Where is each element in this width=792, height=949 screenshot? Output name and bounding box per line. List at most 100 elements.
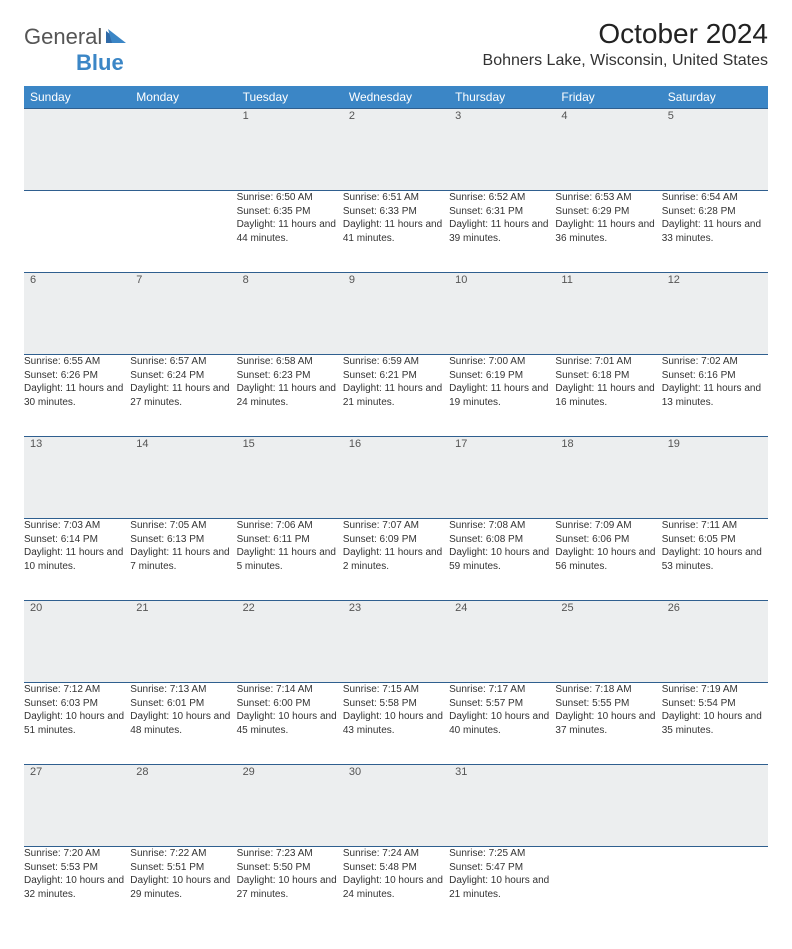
daylight-text: Daylight: 11 hours and 2 minutes. xyxy=(343,546,449,573)
day-number-cell: 19 xyxy=(662,437,768,519)
sunset-text: Sunset: 6:00 PM xyxy=(237,697,343,711)
day-content-cell: Sunrise: 7:22 AMSunset: 5:51 PMDaylight:… xyxy=(130,847,236,929)
day-number-cell: 3 xyxy=(449,109,555,191)
day-number-cell: 21 xyxy=(130,601,236,683)
daylight-text: Daylight: 10 hours and 24 minutes. xyxy=(343,874,449,901)
day-content-cell xyxy=(555,847,661,929)
day-details: Sunrise: 7:15 AMSunset: 5:58 PMDaylight:… xyxy=(343,683,449,737)
day-number: 15 xyxy=(237,437,343,451)
day-number-cell xyxy=(662,765,768,847)
day-details: Sunrise: 7:20 AMSunset: 5:53 PMDaylight:… xyxy=(24,847,130,901)
sunset-text: Sunset: 5:58 PM xyxy=(343,697,449,711)
day-number-cell: 13 xyxy=(24,437,130,519)
sunset-text: Sunset: 5:51 PM xyxy=(130,861,236,875)
day-content-cell: Sunrise: 7:09 AMSunset: 6:06 PMDaylight:… xyxy=(555,519,661,601)
day-number: 1 xyxy=(237,109,343,123)
day-number: 8 xyxy=(237,273,343,287)
daylight-text: Daylight: 10 hours and 35 minutes. xyxy=(662,710,768,737)
sunrise-text: Sunrise: 7:25 AM xyxy=(449,847,555,861)
sunset-text: Sunset: 6:06 PM xyxy=(555,533,661,547)
day-number: 16 xyxy=(343,437,449,451)
day-content-cell: Sunrise: 7:17 AMSunset: 5:57 PMDaylight:… xyxy=(449,683,555,765)
logo-text-blue: Blue xyxy=(76,50,124,75)
day-content-cell: Sunrise: 7:01 AMSunset: 6:18 PMDaylight:… xyxy=(555,355,661,437)
day-header: Wednesday xyxy=(343,86,449,109)
sunrise-text: Sunrise: 7:06 AM xyxy=(237,519,343,533)
sunrise-text: Sunrise: 6:53 AM xyxy=(555,191,661,205)
day-content-cell: Sunrise: 7:06 AMSunset: 6:11 PMDaylight:… xyxy=(237,519,343,601)
week-daynum-row: 20212223242526 xyxy=(24,601,768,683)
sunrise-text: Sunrise: 7:03 AM xyxy=(24,519,130,533)
day-number-cell: 20 xyxy=(24,601,130,683)
day-number: 6 xyxy=(24,273,130,287)
day-details: Sunrise: 7:12 AMSunset: 6:03 PMDaylight:… xyxy=(24,683,130,737)
sunset-text: Sunset: 6:05 PM xyxy=(662,533,768,547)
day-number: 14 xyxy=(130,437,236,451)
day-number-cell: 7 xyxy=(130,273,236,355)
day-number: 26 xyxy=(662,601,768,615)
day-number-cell: 17 xyxy=(449,437,555,519)
logo-blue-row: Blue xyxy=(24,50,84,76)
day-content-cell: Sunrise: 7:19 AMSunset: 5:54 PMDaylight:… xyxy=(662,683,768,765)
day-content-cell: Sunrise: 7:23 AMSunset: 5:50 PMDaylight:… xyxy=(237,847,343,929)
sunset-text: Sunset: 5:53 PM xyxy=(24,861,130,875)
sunrise-text: Sunrise: 6:51 AM xyxy=(343,191,449,205)
daylight-text: Daylight: 11 hours and 33 minutes. xyxy=(662,218,768,245)
sunrise-text: Sunrise: 7:24 AM xyxy=(343,847,449,861)
sunset-text: Sunset: 6:18 PM xyxy=(555,369,661,383)
logo-text-gray: General xyxy=(24,24,102,50)
day-number: 25 xyxy=(555,601,661,615)
day-number-cell: 24 xyxy=(449,601,555,683)
day-details: Sunrise: 7:03 AMSunset: 6:14 PMDaylight:… xyxy=(24,519,130,573)
daylight-text: Daylight: 10 hours and 27 minutes. xyxy=(237,874,343,901)
sunset-text: Sunset: 5:50 PM xyxy=(237,861,343,875)
day-details: Sunrise: 6:52 AMSunset: 6:31 PMDaylight:… xyxy=(449,191,555,245)
sunrise-text: Sunrise: 7:18 AM xyxy=(555,683,661,697)
day-content-cell: Sunrise: 7:05 AMSunset: 6:13 PMDaylight:… xyxy=(130,519,236,601)
sunrise-text: Sunrise: 7:23 AM xyxy=(237,847,343,861)
day-number-cell: 28 xyxy=(130,765,236,847)
day-content-cell: Sunrise: 7:11 AMSunset: 6:05 PMDaylight:… xyxy=(662,519,768,601)
sunset-text: Sunset: 5:54 PM xyxy=(662,697,768,711)
day-number: 3 xyxy=(449,109,555,123)
day-number: 7 xyxy=(130,273,236,287)
daylight-text: Daylight: 11 hours and 7 minutes. xyxy=(130,546,236,573)
day-content-cell xyxy=(662,847,768,929)
day-content-cell: Sunrise: 7:12 AMSunset: 6:03 PMDaylight:… xyxy=(24,683,130,765)
day-number-cell: 12 xyxy=(662,273,768,355)
daylight-text: Daylight: 11 hours and 24 minutes. xyxy=(237,382,343,409)
day-details: Sunrise: 7:06 AMSunset: 6:11 PMDaylight:… xyxy=(237,519,343,573)
daylight-text: Daylight: 10 hours and 40 minutes. xyxy=(449,710,555,737)
day-content-cell: Sunrise: 6:51 AMSunset: 6:33 PMDaylight:… xyxy=(343,191,449,273)
calendar-body: 12345Sunrise: 6:50 AMSunset: 6:35 PMDayl… xyxy=(24,109,768,929)
sunset-text: Sunset: 6:03 PM xyxy=(24,697,130,711)
sunrise-text: Sunrise: 7:20 AM xyxy=(24,847,130,861)
daylight-text: Daylight: 10 hours and 53 minutes. xyxy=(662,546,768,573)
day-details: Sunrise: 6:55 AMSunset: 6:26 PMDaylight:… xyxy=(24,355,130,409)
daylight-text: Daylight: 10 hours and 29 minutes. xyxy=(130,874,236,901)
day-number-cell xyxy=(555,765,661,847)
day-number: 19 xyxy=(662,437,768,451)
sunset-text: Sunset: 6:33 PM xyxy=(343,205,449,219)
week-daynum-row: 2728293031 xyxy=(24,765,768,847)
day-number: 5 xyxy=(662,109,768,123)
daylight-text: Daylight: 11 hours and 10 minutes. xyxy=(24,546,130,573)
daylight-text: Daylight: 10 hours and 21 minutes. xyxy=(449,874,555,901)
day-number: 29 xyxy=(237,765,343,779)
sunset-text: Sunset: 6:31 PM xyxy=(449,205,555,219)
sunset-text: Sunset: 6:29 PM xyxy=(555,205,661,219)
location-subtitle: Bohners Lake, Wisconsin, United States xyxy=(483,52,768,70)
day-number-cell: 11 xyxy=(555,273,661,355)
day-number-cell: 6 xyxy=(24,273,130,355)
day-number-cell: 10 xyxy=(449,273,555,355)
day-content-cell: Sunrise: 7:00 AMSunset: 6:19 PMDaylight:… xyxy=(449,355,555,437)
sunrise-text: Sunrise: 7:14 AM xyxy=(237,683,343,697)
daylight-text: Daylight: 10 hours and 43 minutes. xyxy=(343,710,449,737)
sunrise-text: Sunrise: 7:01 AM xyxy=(555,355,661,369)
day-number: 23 xyxy=(343,601,449,615)
daylight-text: Daylight: 11 hours and 19 minutes. xyxy=(449,382,555,409)
day-content-cell: Sunrise: 6:55 AMSunset: 6:26 PMDaylight:… xyxy=(24,355,130,437)
day-number-cell: 4 xyxy=(555,109,661,191)
sunset-text: Sunset: 6:19 PM xyxy=(449,369,555,383)
day-number-cell: 22 xyxy=(237,601,343,683)
